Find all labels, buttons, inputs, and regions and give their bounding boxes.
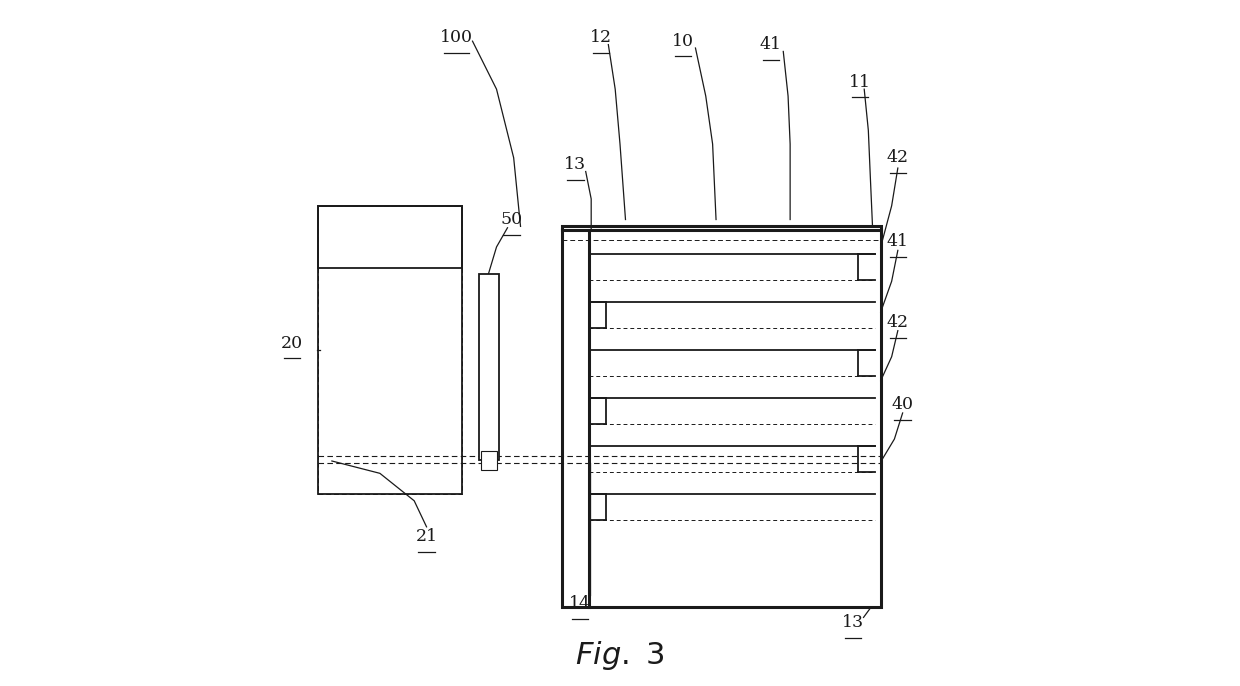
- Text: 40: 40: [892, 397, 914, 413]
- Text: 100: 100: [440, 29, 474, 46]
- Text: 13: 13: [564, 156, 587, 173]
- Text: $\it{Fig.\ 3}$: $\it{Fig.\ 3}$: [575, 639, 665, 672]
- Text: 41: 41: [887, 233, 909, 250]
- Text: 42: 42: [887, 314, 909, 331]
- Bar: [562, 226, 880, 607]
- Bar: [319, 206, 463, 268]
- Bar: [319, 206, 463, 494]
- Text: 13: 13: [842, 615, 864, 631]
- Bar: [481, 451, 496, 470]
- Text: 42: 42: [887, 150, 909, 166]
- Text: 12: 12: [590, 29, 611, 46]
- Bar: [319, 206, 463, 494]
- Text: 20: 20: [281, 335, 303, 351]
- Bar: [562, 226, 880, 607]
- Text: 50: 50: [501, 211, 523, 228]
- Text: 10: 10: [672, 33, 694, 49]
- Text: 41: 41: [760, 36, 782, 53]
- Text: 14: 14: [569, 595, 591, 612]
- Text: 11: 11: [849, 74, 870, 91]
- Bar: [480, 274, 498, 460]
- Text: 21: 21: [415, 528, 438, 545]
